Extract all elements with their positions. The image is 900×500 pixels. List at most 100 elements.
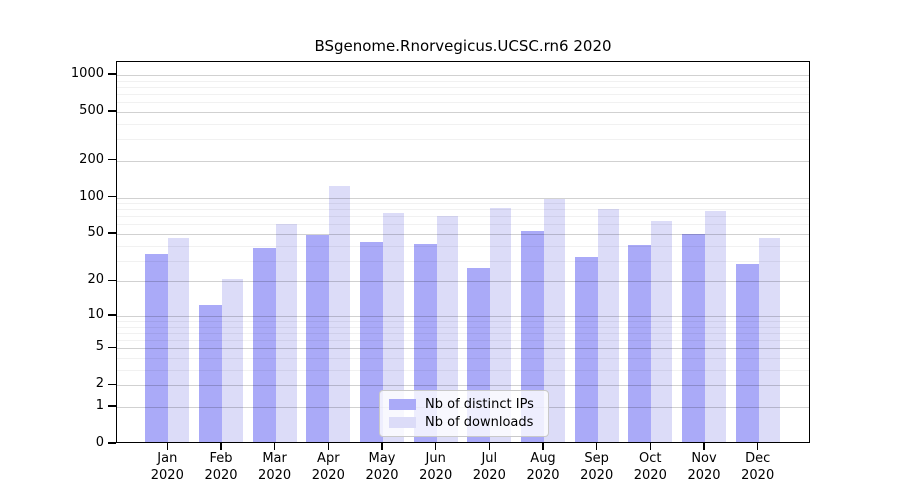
minor-gridline [117, 260, 809, 262]
x-tick-label-jul: Jul 2020 [447, 450, 531, 484]
x-tick-label-may: May 2020 [340, 450, 424, 484]
x-tick-month: Mar [262, 451, 287, 466]
minor-gridline [117, 203, 809, 205]
x-tick-year: 2020 [633, 468, 667, 483]
x-tick-mark [435, 443, 437, 450]
bar-distinct-ips-feb [198, 305, 222, 442]
y-tick-label: 10 [87, 306, 104, 322]
x-tick-label-dec: Dec 2020 [716, 450, 800, 484]
bar-distinct-ips-nov [682, 234, 705, 442]
x-tick-mark [327, 443, 329, 450]
grid-layer [117, 62, 809, 442]
x-tick-label-mar: Mar 2020 [233, 450, 317, 484]
bar-downloads-may [382, 212, 404, 442]
y-tick-label: 20 [87, 272, 104, 288]
x-tick-label-jun: Jun 2020 [394, 450, 478, 484]
y-tick-mark [108, 110, 116, 112]
x-tick-year: 2020 [580, 468, 614, 483]
x-tick-mark [166, 443, 168, 450]
x-tick-year: 2020 [419, 468, 453, 483]
x-tick-year: 2020 [258, 468, 292, 483]
x-tick-year: 2020 [150, 468, 184, 483]
bar-distinct-ips-may [359, 242, 383, 442]
x-tick-month: Feb [209, 451, 233, 466]
bar-downloads-aug [543, 199, 565, 442]
y-tick-mark [108, 383, 116, 385]
minor-gridline [117, 94, 809, 95]
x-tick-month: Nov [691, 451, 717, 466]
legend-swatch-distinct-ips [389, 399, 416, 410]
minor-gridline [117, 139, 809, 141]
major-gridline [117, 112, 809, 113]
x-tick-mark [703, 443, 705, 450]
x-tick-label-jan: Jan 2020 [125, 450, 209, 484]
y-tick-label: 2 [95, 376, 104, 392]
minor-gridline [117, 102, 809, 104]
x-tick-mark [542, 443, 544, 450]
x-tick-year: 2020 [741, 468, 775, 483]
minor-gridline [117, 209, 809, 211]
y-tick-mark [108, 195, 116, 198]
y-tick-label: 200 [79, 151, 104, 167]
x-tick-mark [488, 443, 490, 450]
x-tick-label-oct: Oct 2020 [608, 450, 692, 484]
x-tick-year: 2020 [311, 468, 345, 483]
y-tick-mark [108, 279, 116, 282]
y-tick-label: 0 [95, 435, 104, 450]
x-tick-month: Oct [639, 451, 662, 466]
x-tick-month: May [368, 451, 396, 466]
major-gridline [117, 197, 809, 199]
x-tick-label-nov: Nov 2020 [662, 450, 746, 484]
bar-distinct-ips-jan [145, 253, 169, 442]
x-tick-month: Jul [481, 451, 498, 466]
x-tick-year: 2020 [526, 468, 560, 483]
x-tick-mark [220, 443, 222, 450]
major-gridline [117, 281, 809, 283]
bar-downloads-dec [758, 237, 780, 442]
legend-label-downloads: Nb of downloads [425, 415, 534, 430]
x-tick-label-aug: Aug 2020 [501, 450, 585, 484]
bar-distinct-ips-aug [520, 231, 544, 442]
bar-downloads-feb [221, 279, 243, 442]
y-tick-mark [108, 405, 116, 407]
y-tick-mark [108, 159, 116, 161]
minor-gridline [117, 123, 809, 125]
major-gridline [117, 315, 809, 317]
x-tick-year: 2020 [472, 468, 506, 483]
x-tick-mark [381, 443, 383, 450]
minor-gridline [117, 326, 809, 328]
legend: Nb of distinct IPs Nb of downloads [379, 390, 549, 437]
bar-distinct-ips-dec [735, 264, 759, 442]
legend-swatch-downloads [389, 417, 416, 428]
minor-gridline [117, 86, 809, 88]
x-tick-label-apr: Apr 2020 [286, 450, 370, 484]
minor-gridline [117, 358, 809, 359]
chart-title: BSgenome.Rnorvegicus.UCSC.rn6 2020 [314, 37, 612, 55]
major-gridline [117, 348, 809, 350]
x-tick-month: Aug [530, 451, 556, 466]
x-tick-label-sep: Sep 2020 [555, 450, 639, 484]
y-tick-mark [108, 442, 116, 444]
y-tick-mark [108, 314, 116, 316]
x-tick-label-feb: Feb 2020 [179, 450, 263, 484]
minor-gridline [117, 216, 809, 218]
x-tick-mark [649, 443, 651, 450]
bar-downloads-oct [651, 220, 673, 442]
x-tick-year: 2020 [204, 468, 238, 483]
y-tick-label: 1000 [70, 66, 104, 81]
bar-downloads-sep [597, 208, 619, 442]
bar-downloads-jul [490, 208, 512, 442]
bar-distinct-ips-mar [252, 247, 276, 442]
bar-downloads-jun [436, 215, 458, 442]
bar-downloads-mar [275, 224, 297, 442]
x-tick-year: 2020 [687, 468, 721, 483]
x-tick-year: 2020 [365, 468, 399, 483]
bar-downloads-jan [168, 237, 190, 442]
minor-gridline [117, 80, 809, 82]
y-tick-label: 50 [87, 225, 104, 240]
x-tick-mark [757, 443, 759, 450]
major-gridline [117, 234, 809, 235]
y-tick-mark [108, 73, 116, 75]
x-tick-month: Jun [425, 451, 446, 466]
